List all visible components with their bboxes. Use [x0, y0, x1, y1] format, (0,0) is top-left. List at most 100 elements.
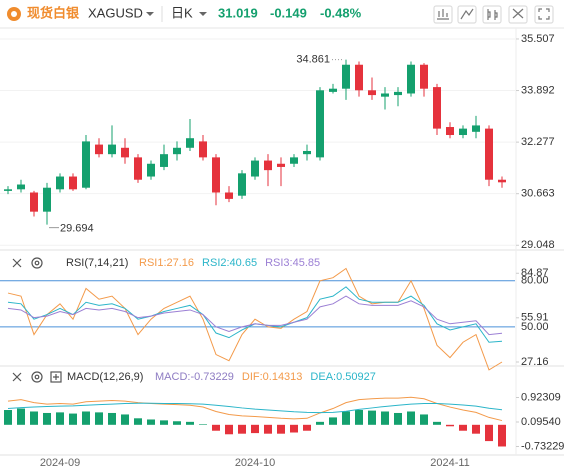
fullscreen-icon [538, 8, 550, 20]
macd-bar [420, 414, 428, 425]
close-icon[interactable] [12, 372, 22, 382]
candle-body [472, 125, 480, 132]
macd-bar [329, 417, 337, 425]
candle-body [108, 144, 116, 155]
candle-body [342, 64, 350, 89]
candle-body [368, 90, 376, 96]
macd-bar [199, 424, 207, 425]
candle-body [329, 88, 337, 92]
candle-body [30, 192, 38, 212]
visibility-icon-dot [34, 260, 40, 266]
macd-bar [173, 421, 181, 425]
logo-dot [11, 11, 17, 17]
candle-body [212, 157, 220, 193]
candle-body [17, 184, 25, 190]
macd-bar [95, 412, 103, 425]
y-tick-label: 27.16 [521, 356, 549, 368]
tool-button[interactable] [482, 5, 502, 24]
dropdown-arrow[interactable] [199, 12, 207, 16]
macd-bar [108, 412, 116, 425]
y-tick-label: 33.892 [521, 84, 555, 96]
candle-icon [487, 9, 498, 20]
macd-bar [121, 414, 129, 425]
visibility-icon[interactable] [31, 257, 43, 269]
candle-body [95, 144, 103, 155]
candle-body [459, 128, 467, 136]
toolbar-icons [433, 5, 554, 24]
macd-bar [251, 424, 259, 434]
macd-bar [316, 421, 324, 425]
macd-bar [147, 419, 155, 425]
settings-icon[interactable] [50, 371, 62, 383]
macd-bar [368, 410, 376, 425]
visibility-icon[interactable] [31, 371, 43, 383]
candle-body [446, 127, 454, 136]
reference-label: 80.00 [521, 275, 549, 287]
macd-bar [43, 412, 51, 425]
draw-icon [460, 8, 474, 20]
macd-bar [498, 424, 506, 447]
candle-body [186, 138, 194, 148]
price-change: -0.149 [270, 5, 307, 20]
candle-body [173, 147, 181, 155]
candle-body [134, 157, 142, 180]
macd-bar [459, 424, 467, 431]
macd-bar [186, 421, 194, 425]
legend-entry: RSI2:40.65 [202, 257, 257, 269]
legend-entry: DEA:0.50927 [310, 371, 375, 383]
macd-bar [485, 424, 493, 442]
indicator-line [7, 267, 503, 371]
max-label: 34.861 [296, 53, 330, 65]
candle-body [277, 163, 285, 167]
candle-body [147, 163, 155, 177]
candle-body [69, 176, 77, 190]
macd-bar [472, 424, 480, 434]
legend-entry: MACD:-0.73229 [155, 371, 234, 383]
candle-body [43, 187, 51, 212]
x-tick-label: 2024-09 [40, 457, 80, 469]
candle-body [433, 87, 441, 129]
legend-entry: DIF:0.14313 [242, 371, 303, 383]
candle-body [355, 64, 363, 91]
macd-bar [4, 410, 12, 425]
tool-button[interactable] [534, 5, 554, 24]
interval[interactable]: 日K [171, 5, 193, 20]
candle-body [4, 189, 12, 191]
dropdown-arrow[interactable] [146, 12, 154, 16]
tool-button[interactable] [433, 5, 453, 24]
y-tick-label: 35.507 [521, 33, 555, 45]
settings-icon-plus [53, 374, 59, 380]
macd-bar [303, 424, 311, 431]
close-icon[interactable] [12, 258, 22, 268]
legend-entry: RSI3:45.85 [265, 257, 320, 269]
y-tick-label: 84.87 [521, 267, 549, 279]
macd-bar [446, 424, 454, 427]
macd-bar [290, 424, 298, 433]
indicator-line [7, 402, 503, 414]
candle-body [82, 141, 90, 188]
instrument-name[interactable]: 现货白银 [27, 5, 80, 20]
candle-body [56, 176, 64, 190]
candle-body [485, 128, 493, 180]
legend-entry: RSI1:27.16 [139, 257, 194, 269]
macd-bar [342, 411, 350, 425]
macd-bar [264, 424, 272, 434]
symbol[interactable]: XAGUSD [88, 5, 143, 20]
tool-button[interactable] [457, 5, 477, 24]
candle-body [303, 150, 311, 155]
y-tick-label: 29.048 [521, 239, 555, 251]
candle-body [498, 179, 506, 183]
indicator-title: RSI(7,14,21) [66, 257, 128, 269]
y-tick-label: 30.663 [521, 188, 555, 200]
x-tick-label: 2024-10 [235, 457, 275, 469]
macd-bar [277, 424, 285, 434]
macd-bar [56, 412, 64, 425]
tool-button[interactable] [508, 5, 528, 24]
visibility-icon-dot [34, 374, 40, 380]
candle-body [238, 173, 246, 196]
y-tick-label: 0.09540 [521, 416, 561, 428]
x-tick-label: 2024-11 [430, 457, 470, 469]
macd-bar [225, 424, 233, 435]
